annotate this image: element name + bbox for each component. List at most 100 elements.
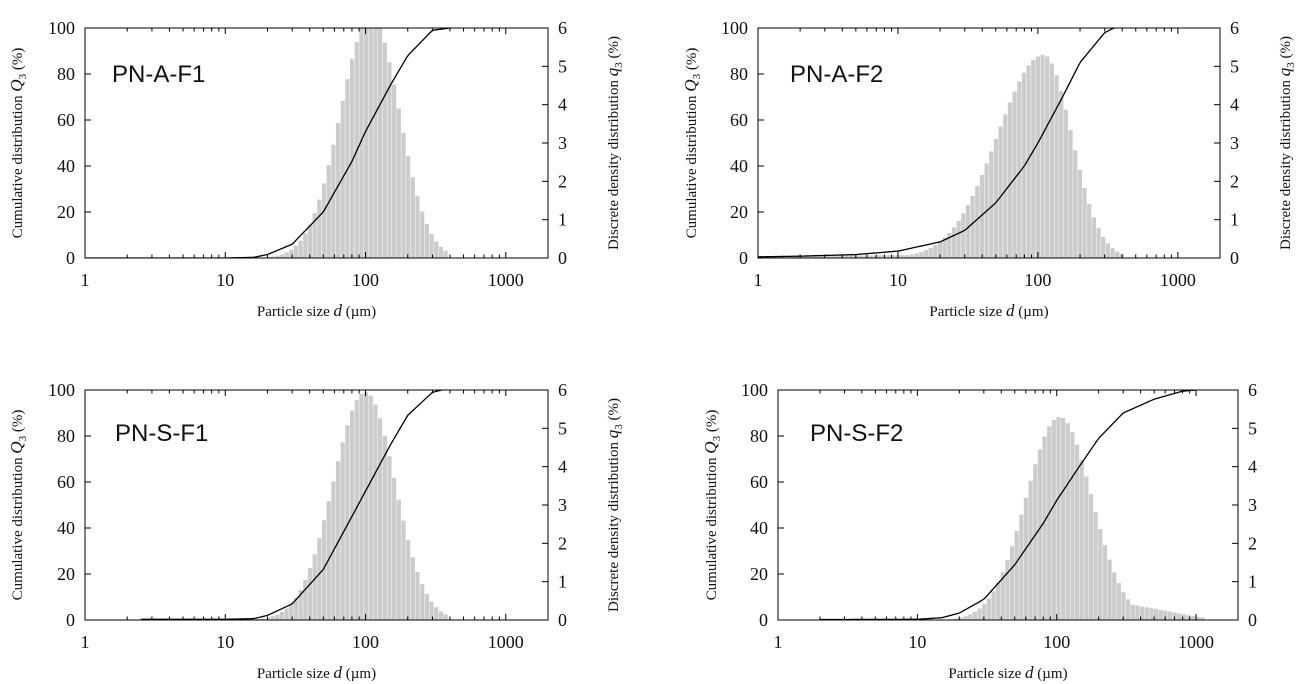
x-axis: 1 10 100 1000 <box>774 390 1239 652</box>
density-bar <box>956 220 961 258</box>
x-tick-label: 100 <box>1024 270 1051 290</box>
density-bar <box>321 520 327 620</box>
density-bar <box>1019 514 1024 620</box>
y2-tick-label: 1 <box>1248 572 1257 592</box>
y-axis-title: Cumulative distribution Q3 (%) <box>681 48 703 239</box>
density-bar <box>844 255 849 258</box>
density-bar <box>429 233 434 258</box>
density-bar <box>1059 91 1064 258</box>
y2-axis-title: Discrete density distribution q3 (%) <box>603 398 625 612</box>
x-tick-label: 1000 <box>488 632 524 652</box>
y-tick-label: 20 <box>57 564 75 584</box>
density-bar <box>345 425 350 620</box>
density-bar <box>872 255 877 258</box>
density-bar <box>811 255 817 258</box>
y2-tick-label: 3 <box>1230 133 1239 153</box>
y2-tick-label: 5 <box>1248 418 1257 438</box>
density-bar <box>807 256 812 258</box>
density-bar <box>1087 203 1092 258</box>
density-bar <box>303 233 308 258</box>
y-axis-left: 0 20 40 60 80 100 <box>741 380 784 630</box>
density-bar <box>1110 248 1115 258</box>
density-bar <box>382 435 387 620</box>
y-tick-label: 20 <box>730 202 748 222</box>
panel-label: PN-S-F2 <box>810 420 903 447</box>
density-bar <box>1051 419 1056 620</box>
density-bar <box>1005 560 1010 620</box>
density-bar <box>1031 59 1036 258</box>
x-axis: 1 10 100 1000 <box>81 28 549 290</box>
density-bar <box>774 256 779 258</box>
density-bar <box>867 255 873 258</box>
density-bar <box>830 255 835 258</box>
density-bar <box>993 139 999 258</box>
cumulative-curve <box>140 390 442 620</box>
density-bar <box>303 580 308 620</box>
x-tick-label: 1000 <box>488 270 524 290</box>
density-bar <box>849 255 854 258</box>
density-bar <box>364 28 369 258</box>
y-tick-label: 0 <box>66 248 75 268</box>
y2-tick-label: 3 <box>558 133 567 153</box>
density-bar <box>1003 114 1008 258</box>
x-axis-title: Particle size d (µm) <box>929 301 1048 320</box>
y2-tick-label: 4 <box>1248 457 1257 477</box>
density-bar <box>415 572 420 620</box>
density-bar <box>1079 459 1084 620</box>
density-bar <box>401 132 406 258</box>
density-bar <box>317 538 322 620</box>
density-bar <box>298 589 303 620</box>
density-bar <box>1077 169 1082 258</box>
density-bar <box>933 245 938 258</box>
density-bars <box>256 391 448 620</box>
density-bar <box>821 255 826 258</box>
y2-axis-title: Discrete density distribution q3 (%) <box>1275 36 1297 250</box>
density-bar <box>1186 615 1191 620</box>
x-axis-title: Particle size d (µm) <box>257 301 376 320</box>
density-bar <box>891 255 896 258</box>
density-bar <box>1000 572 1005 620</box>
density-bar <box>378 418 383 620</box>
density-bar <box>1023 497 1029 620</box>
density-bar <box>991 591 996 620</box>
y-tick-label: 40 <box>730 156 748 176</box>
density-bar <box>373 28 378 258</box>
x-tick-label: 1 <box>81 632 90 652</box>
y2-tick-label: 1 <box>558 210 567 230</box>
density-bar <box>1012 91 1017 258</box>
density-bar <box>434 607 439 620</box>
density-bar <box>963 616 968 620</box>
density-bar <box>972 611 977 620</box>
x-tick-label: 100 <box>1043 632 1070 652</box>
density-bar <box>1037 449 1042 620</box>
density-bar <box>1040 54 1045 258</box>
density-bar <box>378 28 383 258</box>
density-bar <box>289 603 294 620</box>
density-bar <box>1200 617 1205 620</box>
density-bar <box>293 245 299 258</box>
density-bar <box>1102 545 1108 620</box>
panel-label: PN-S-F1 <box>115 420 208 447</box>
y-axis-left: 0 20 40 60 80 100 <box>48 380 91 630</box>
density-bar <box>335 123 341 258</box>
x-tick-label: 10 <box>889 270 907 290</box>
density-bar <box>942 237 947 258</box>
y-tick-label: 100 <box>741 380 768 400</box>
density-bar <box>1026 65 1031 258</box>
y2-axis-title: Discrete density distribution q3 (%) <box>603 36 625 250</box>
x-tick-label: 100 <box>352 270 379 290</box>
density-bar <box>986 598 991 620</box>
density-bar <box>382 42 387 258</box>
density-bar <box>1172 612 1177 620</box>
density-bar <box>1149 608 1154 620</box>
density-bar <box>802 256 807 258</box>
density-bar <box>779 256 784 258</box>
density-bar <box>420 584 425 620</box>
density-bar <box>905 254 910 258</box>
density-bar <box>1121 592 1126 620</box>
density-bar <box>340 442 345 620</box>
density-bar <box>1163 610 1168 620</box>
density-bar <box>307 224 313 258</box>
x-tick-label: 1000 <box>1160 270 1196 290</box>
density-bar <box>279 612 285 620</box>
